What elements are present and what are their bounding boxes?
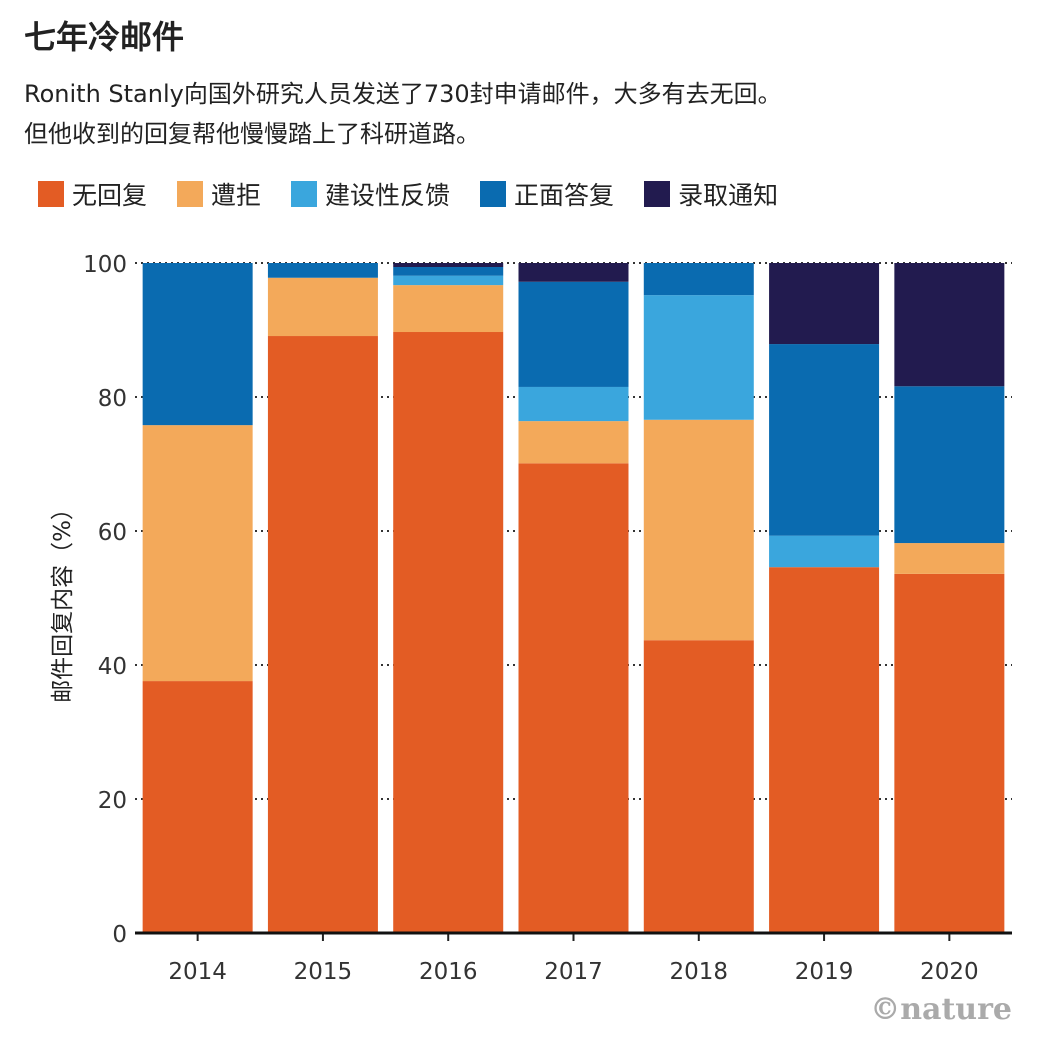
- bar-segment: [142, 425, 253, 682]
- bar-segment: [643, 263, 754, 296]
- legend-swatch: [38, 181, 64, 207]
- x-tick-label: 2020: [920, 959, 979, 985]
- y-tick-label: 60: [98, 520, 127, 546]
- bar-segment: [769, 344, 880, 536]
- bar-segment: [142, 681, 253, 933]
- bar-segment: [393, 267, 504, 276]
- legend-swatch: [644, 181, 671, 207]
- bar-segment: [769, 535, 880, 568]
- legend-item: 遭拒: [177, 176, 261, 212]
- bar-segment: [894, 386, 1005, 544]
- bar-segment: [518, 386, 629, 422]
- x-tick-label: 2016: [419, 959, 478, 985]
- bar-segment: [769, 567, 880, 933]
- legend-label: 正面答复: [514, 181, 615, 210]
- y-axis-label: 邮件回复内容（%）: [50, 497, 76, 703]
- legend-swatch: [480, 181, 507, 207]
- bar-segment: [518, 263, 629, 282]
- bar-segment: [267, 277, 378, 337]
- legend-item: 建设性反馈: [291, 176, 450, 212]
- bar-segment: [393, 285, 504, 333]
- subtitle-line-1: Ronith Stanly向国外研究人员发送了730封申请邮件，大多有去无回。: [24, 80, 782, 108]
- y-tick-label: 40: [98, 654, 127, 680]
- legend-label: 建设性反馈: [325, 181, 451, 210]
- x-tick-label: 2014: [168, 959, 227, 985]
- legend-label: 无回复: [72, 181, 148, 210]
- bar-segment: [769, 263, 880, 345]
- bar-segment: [518, 463, 629, 933]
- legend: 无回复 遭拒 建设性反馈 正面答复 录取通知: [38, 176, 778, 212]
- bar-segment: [142, 263, 253, 426]
- legend-item: 录取通知: [644, 176, 778, 212]
- bar-segment: [267, 263, 378, 278]
- legend-swatch: [291, 181, 318, 207]
- y-tick-label: 100: [83, 252, 127, 278]
- y-tick-label: 0: [112, 922, 127, 948]
- x-tick-label: 2018: [670, 959, 729, 985]
- bar-segment: [518, 421, 629, 464]
- bar-segment: [894, 543, 1005, 574]
- bar-segment: [643, 419, 754, 641]
- bar-segment: [894, 263, 1005, 387]
- subtitle-line-2: 但他收到的回复帮他慢慢踏上了科研道路。: [24, 120, 480, 148]
- legend-label: 遭拒: [211, 181, 262, 210]
- legend-label: 录取通知: [678, 181, 779, 210]
- y-tick-label: 20: [98, 788, 127, 814]
- bar-segment: [267, 336, 378, 933]
- chart-title: 七年冷邮件: [24, 18, 185, 56]
- x-tick-label: 2019: [795, 959, 854, 985]
- bar-segment: [643, 295, 754, 420]
- x-tick-label: 2015: [294, 959, 353, 985]
- nature-logo: ©nature: [870, 992, 1012, 1027]
- bar-segment: [518, 281, 629, 387]
- bar-segment: [643, 640, 754, 933]
- bar-segment: [393, 332, 504, 933]
- y-tick-label: 80: [98, 386, 127, 412]
- legend-item: 正面答复: [480, 176, 614, 212]
- bar-segment: [393, 275, 504, 286]
- legend-item: 无回复: [38, 176, 147, 212]
- legend-swatch: [177, 181, 204, 207]
- x-tick-label: 2017: [544, 959, 603, 985]
- bar-segment: [894, 573, 1005, 933]
- bar-segment: [393, 263, 504, 268]
